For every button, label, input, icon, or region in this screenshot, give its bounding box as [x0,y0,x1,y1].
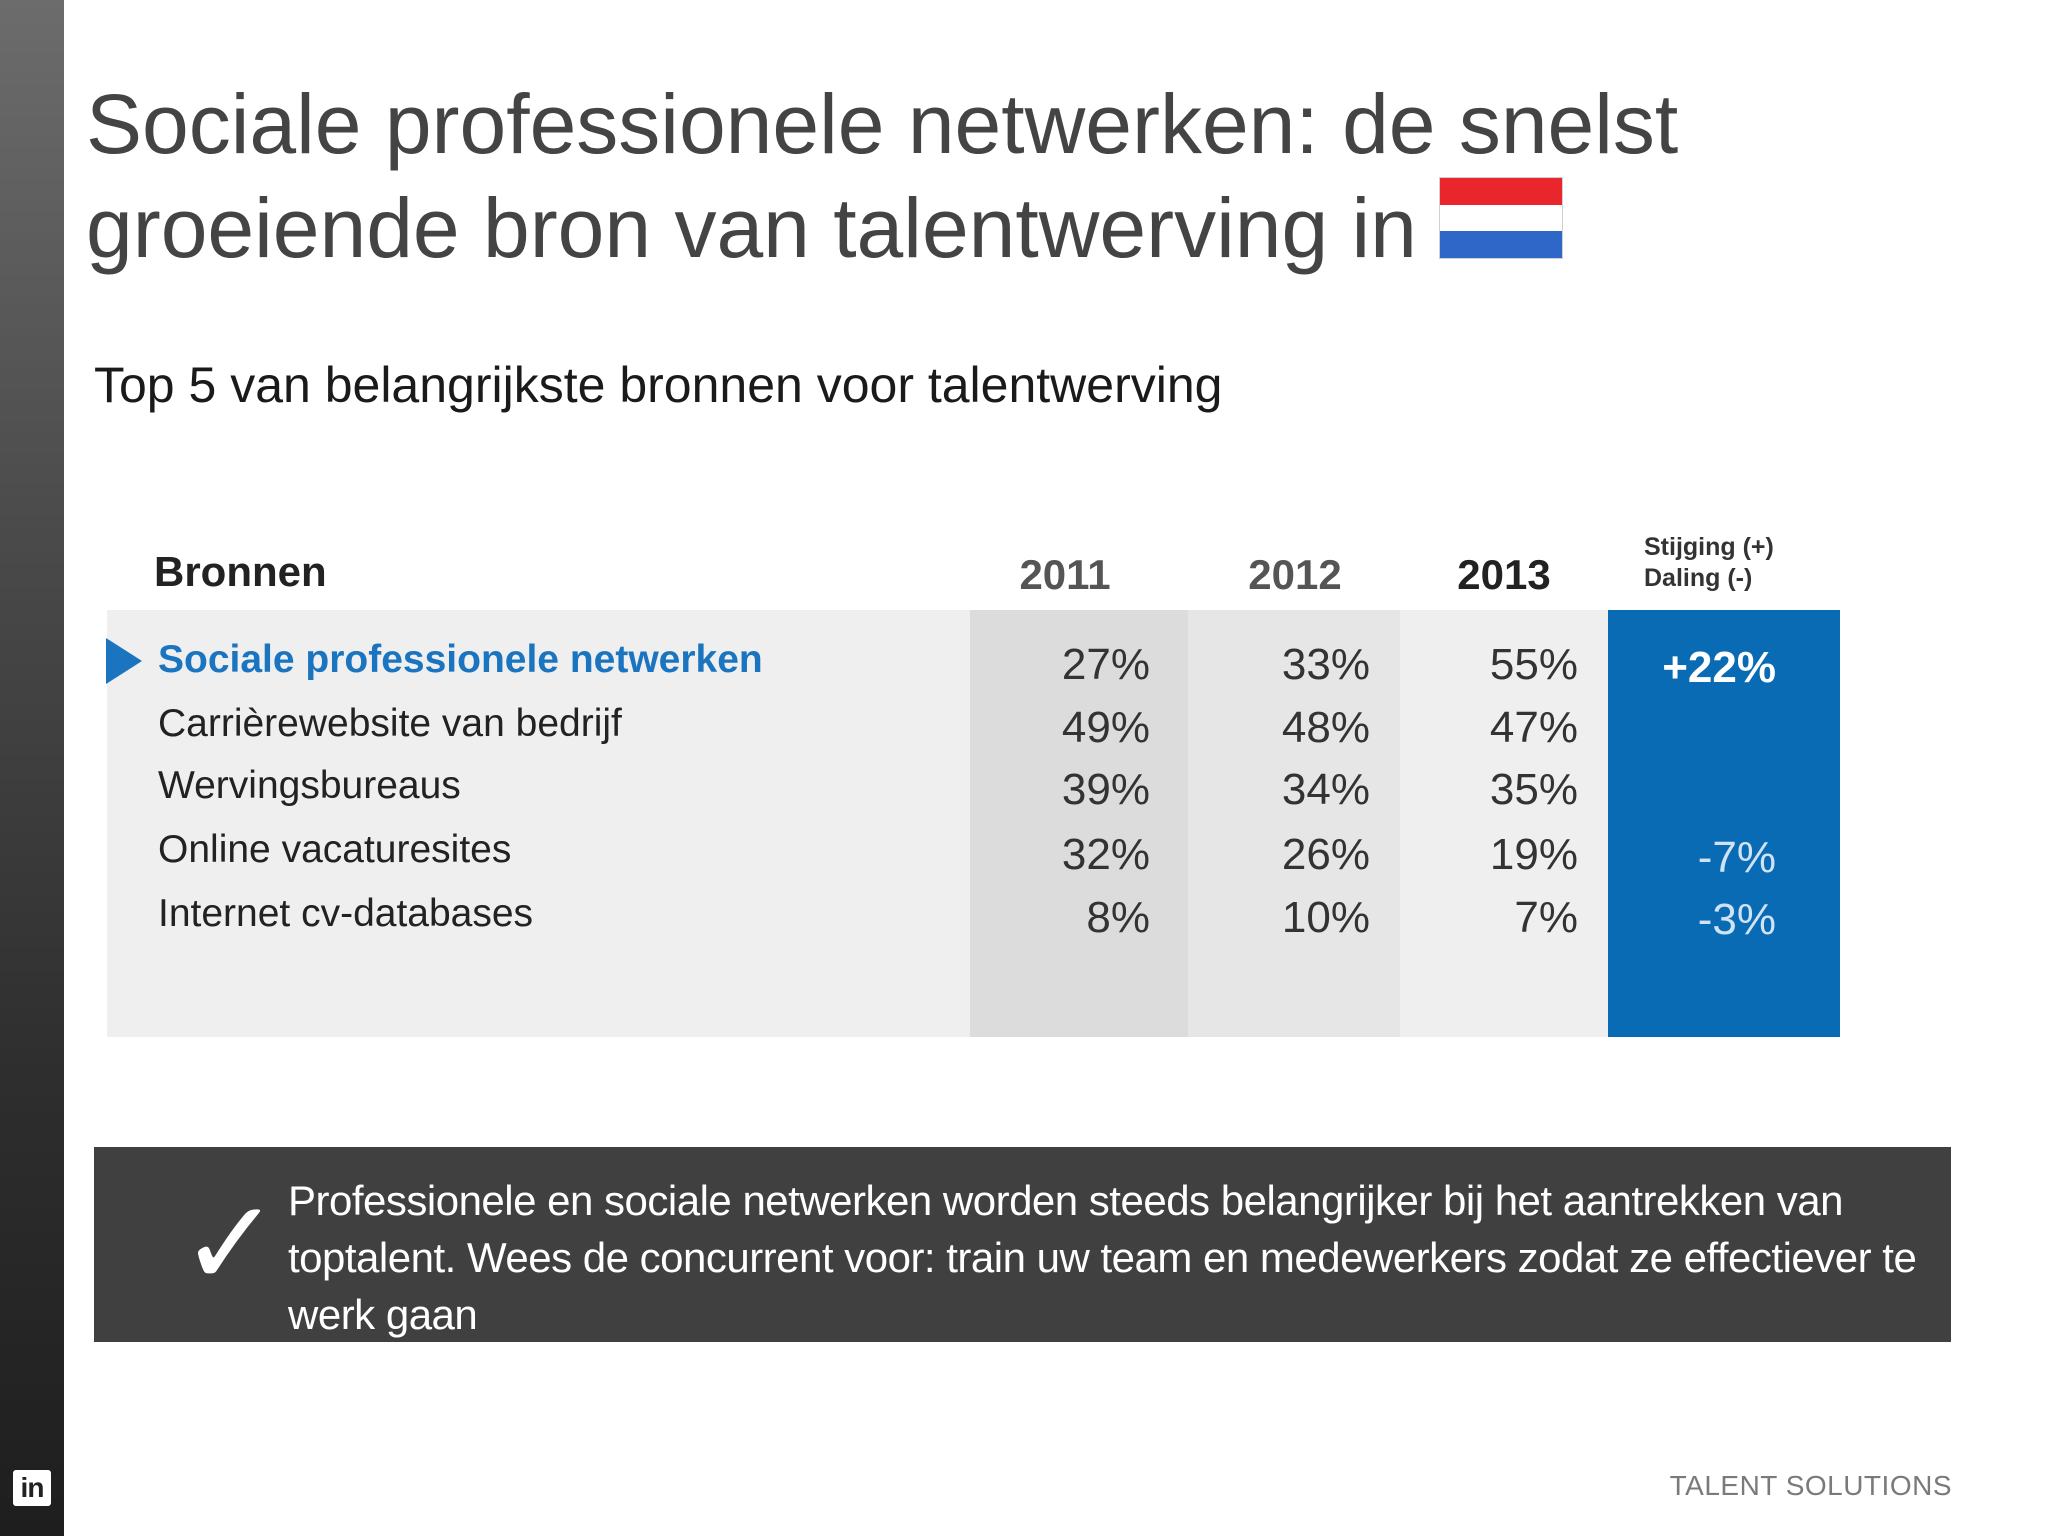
cell-2013: 35% [1489,765,1578,814]
cell-2012: 34% [1281,765,1370,814]
cell-2012: 33% [1281,640,1370,689]
cell-2013: 55% [1489,640,1578,689]
header-change: Stijging (+) Daling (-) [1644,532,1774,594]
change-column-band [1608,610,1840,1037]
header-2012: 2012 [1248,551,1342,598]
cell-2012: 26% [1281,830,1370,879]
cell-2011: 39% [1061,765,1150,814]
header-increase: Stijging (+) [1644,533,1774,561]
slide-subtitle: Top 5 van belangrijkste bronnen voor tal… [94,357,1223,413]
slide-title-text: Sociale professionele netwerken: de snel… [86,77,1679,275]
cell-2012: 10% [1281,893,1370,942]
row-label: Internet cv-databases [158,892,534,935]
cell-2012: 48% [1281,703,1370,752]
cell-change: +22% [1662,643,1776,692]
row-label: Wervingsbureaus [158,764,461,807]
callout-box [94,1147,1951,1342]
cell-2011: 32% [1061,830,1150,879]
footer-brand: TALENT SOLUTIONS [1669,1470,1952,1501]
highlight-arrow-icon [106,638,142,684]
row-label: Carrièrewebsite van bedrijf [158,702,622,745]
row-label: Online vacaturesites [158,828,512,871]
netherlands-flag-icon [1438,177,1563,259]
cell-change: -3% [1697,895,1776,944]
cell-2013: 19% [1489,830,1578,879]
cell-2013: 47% [1489,703,1578,752]
row-label: Sociale professionele netwerken [158,638,763,681]
cell-2011: 27% [1061,640,1150,689]
callout-text: Professionele en sociale netwerken worde… [288,1177,1917,1338]
column-2011-band [970,610,1188,1037]
cell-2011: 8% [1086,893,1150,942]
header-2013: 2013 [1457,551,1551,598]
slide-title: Sociale professionele netwerken: de snel… [86,72,1726,280]
cell-change: -7% [1697,833,1776,882]
header-decrease: Daling (-) [1644,564,1753,592]
checkmark-icon: ✓ [180,1175,281,1314]
left-sidebar-bar [0,0,64,1536]
header-sources: Bronnen [154,548,327,595]
cell-2013: 7% [1514,893,1578,942]
column-2013-band [1400,610,1608,1037]
cell-2011: 49% [1061,703,1150,752]
linkedin-logo-icon: in [13,1470,51,1506]
header-2011: 2011 [1019,551,1111,598]
column-2012-band [1188,610,1400,1037]
